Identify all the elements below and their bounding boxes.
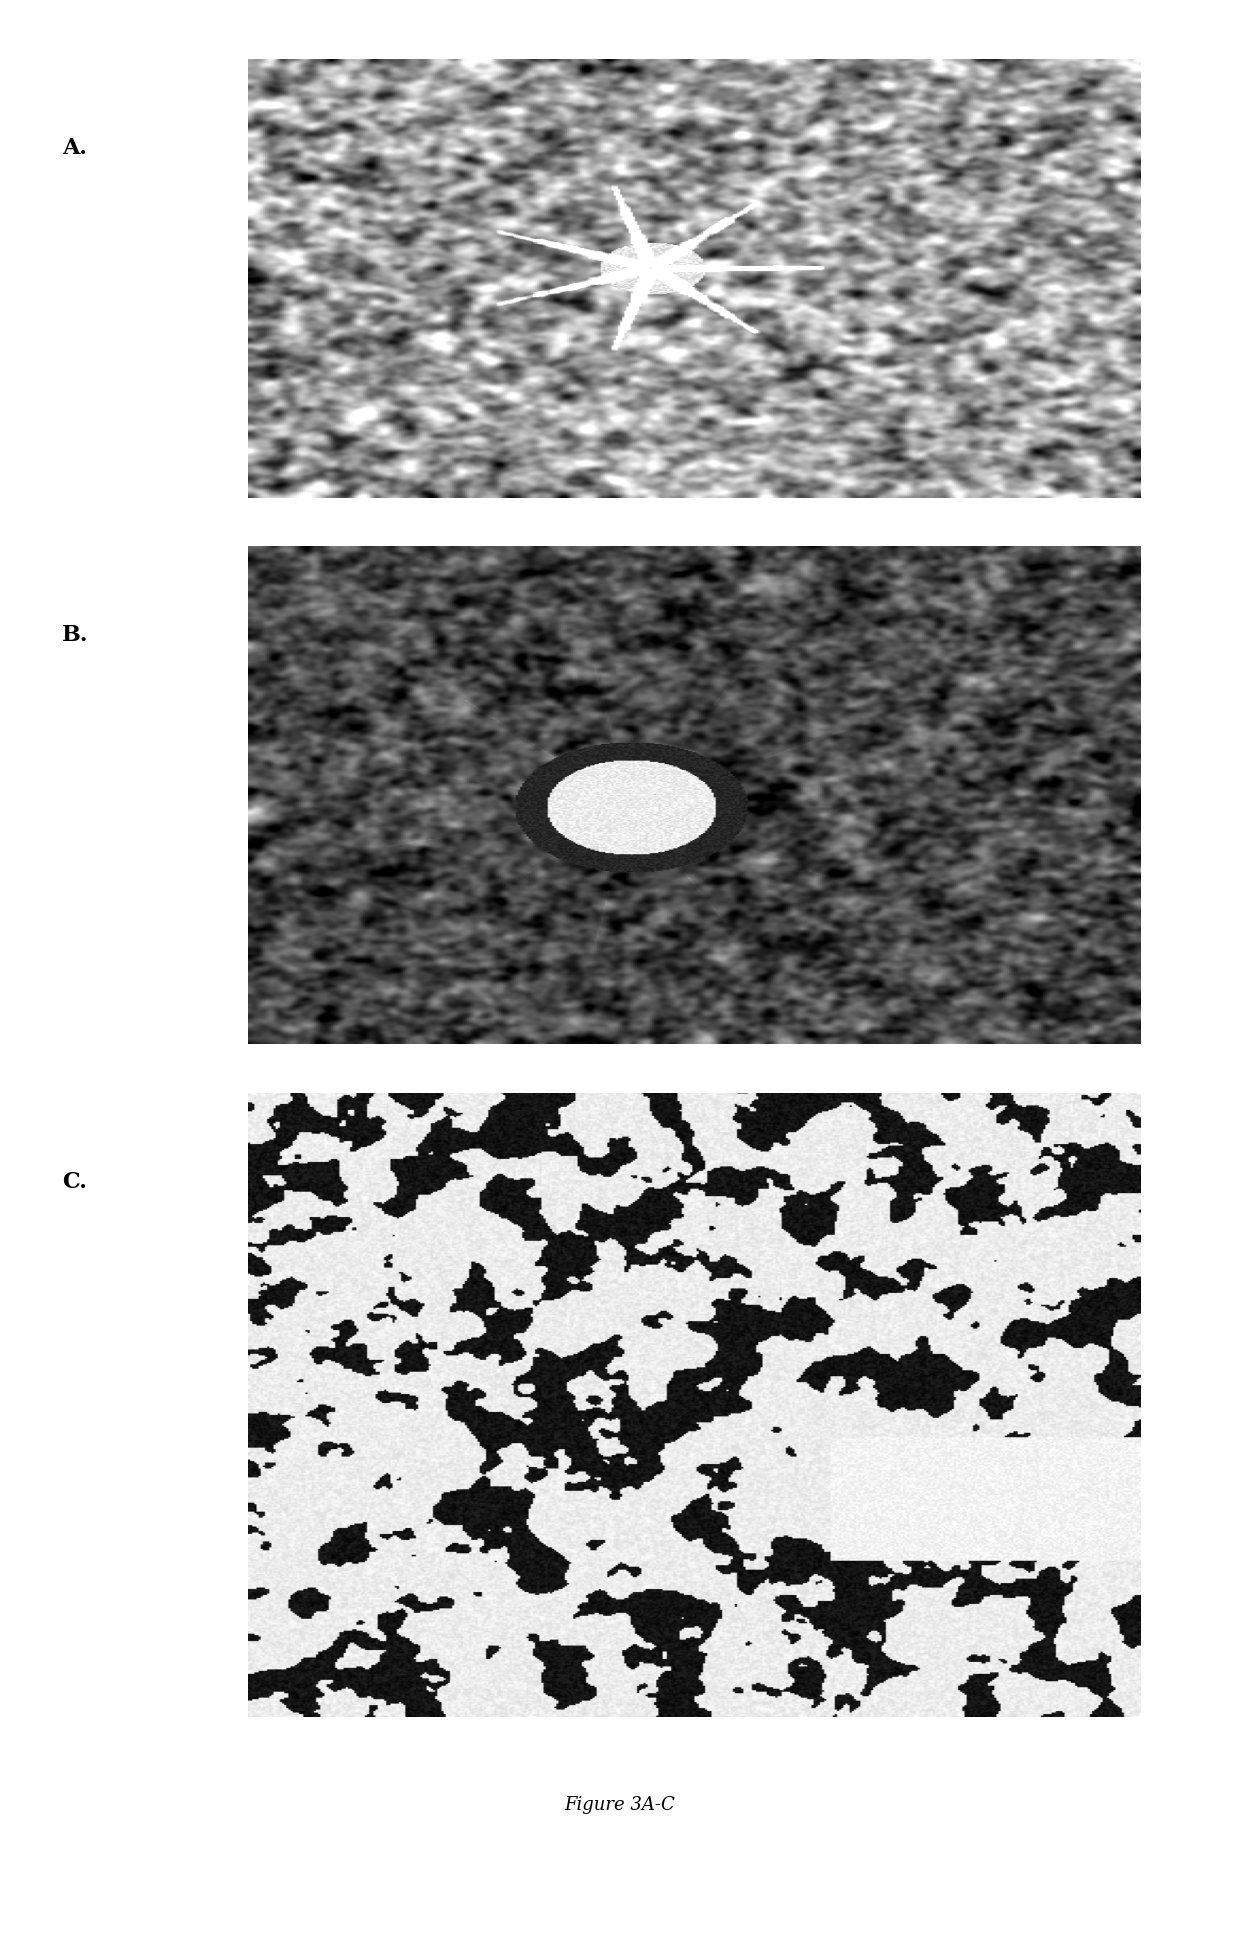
Text: Figure 3A-C: Figure 3A-C — [564, 1795, 676, 1814]
Text: A.: A. — [62, 137, 87, 158]
Text: B.: B. — [62, 624, 88, 646]
Text: C.: C. — [62, 1171, 87, 1192]
